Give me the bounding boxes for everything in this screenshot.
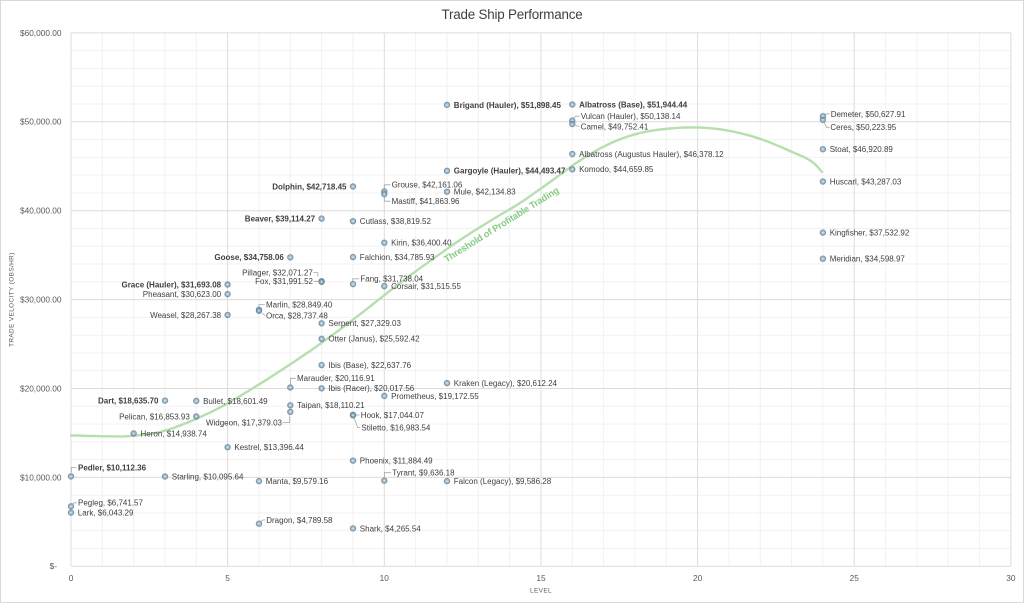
svg-text:Albatross (Augustus Hauler),: Albatross (Augustus Hauler), $46,378.12 [579, 150, 724, 159]
svg-text:15: 15 [536, 573, 546, 583]
svg-text:Lark, $6,043.29: Lark, $6,043.29 [78, 509, 134, 518]
svg-text:Komodo, $44,659.85: Komodo, $44,659.85 [579, 165, 654, 174]
svg-text:Ceres, $50,223.95: Ceres, $50,223.95 [830, 123, 896, 132]
svg-text:30: 30 [1006, 573, 1016, 583]
svg-text:Pillager, $32,071.27: Pillager, $32,071.27 [242, 269, 313, 278]
svg-text:Trade Ship Performance: Trade Ship Performance [442, 7, 583, 22]
svg-text:Weasel, $28,267.38: Weasel, $28,267.38 [150, 311, 222, 320]
svg-text:Hook, $17,044.07: Hook, $17,044.07 [361, 411, 425, 420]
svg-text:Beaver, $39,114.27: Beaver, $39,114.27 [245, 215, 316, 224]
svg-text:$60,000.00: $60,000.00 [20, 28, 62, 38]
svg-text:Heron, $14,938.74: Heron, $14,938.74 [141, 429, 208, 438]
svg-text:Huscarl, $43,287.03: Huscarl, $43,287.03 [830, 177, 902, 186]
svg-text:Fox, $31,991.52: Fox, $31,991.52 [255, 277, 313, 286]
svg-text:Pelican, $16,853.93: Pelican, $16,853.93 [119, 412, 190, 421]
svg-text:Starling, $10,095.64: Starling, $10,095.64 [172, 472, 244, 481]
svg-text:Dolphin, $42,718.45: Dolphin, $42,718.45 [272, 182, 347, 191]
svg-text:20: 20 [693, 573, 703, 583]
svg-text:5: 5 [225, 573, 230, 583]
svg-text:$30,000.00: $30,000.00 [20, 295, 62, 305]
svg-text:Bullet, $18,601.49: Bullet, $18,601.49 [203, 397, 268, 406]
svg-text:Albatross (Base), $51,944.44: Albatross (Base), $51,944.44 [579, 100, 688, 109]
svg-text:$20,000.00: $20,000.00 [20, 383, 62, 393]
svg-text:Camel, $49,752.41: Camel, $49,752.41 [581, 122, 649, 131]
svg-text:Otter (Janus), $25,592.42: Otter (Janus), $25,592.42 [328, 335, 420, 344]
svg-text:Gargoyle (Hauler), $44,493.47: Gargoyle (Hauler), $44,493.47 [454, 167, 566, 176]
svg-text:Fang, $31,738.04: Fang, $31,738.04 [360, 275, 423, 284]
svg-text:Manta, $9,579.16: Manta, $9,579.16 [266, 477, 329, 486]
svg-text:Widgeon, $17,379.03: Widgeon, $17,379.03 [206, 419, 283, 428]
svg-text:Demeter, $50,627.91: Demeter, $50,627.91 [831, 110, 906, 119]
svg-text:25: 25 [850, 573, 860, 583]
svg-text:Falchion, $34,785.93: Falchion, $34,785.93 [360, 253, 435, 262]
svg-text:Brigand (Hauler), $51,898.45: Brigand (Hauler), $51,898.45 [454, 101, 562, 110]
svg-text:Grace (Hauler), $31,693.08: Grace (Hauler), $31,693.08 [121, 280, 221, 289]
svg-text:Mule, $42,134.83: Mule, $42,134.83 [454, 188, 516, 197]
svg-text:Ibis (Racer), $20,017.56: Ibis (Racer), $20,017.56 [328, 384, 414, 393]
svg-text:Pedler, $10,112.36: Pedler, $10,112.36 [78, 463, 147, 472]
svg-text:Kestrel, $13,396.44: Kestrel, $13,396.44 [234, 443, 304, 452]
svg-text:Marauder, $20,116.91: Marauder, $20,116.91 [297, 374, 375, 383]
svg-text:Stoat, $46,920.89: Stoat, $46,920.89 [830, 145, 894, 154]
svg-text:Dart, $18,635.70: Dart, $18,635.70 [98, 397, 159, 406]
svg-text:Marlin, $28,849.40: Marlin, $28,849.40 [266, 301, 333, 310]
svg-text:Phoenix, $11,884.49: Phoenix, $11,884.49 [360, 457, 433, 466]
svg-text:Grouse, $42,161.06: Grouse, $42,161.06 [392, 181, 463, 190]
svg-text:Pegleg, $6,741.57: Pegleg, $6,741.57 [78, 499, 143, 508]
svg-text:Dragon, $4,789.58: Dragon, $4,789.58 [266, 516, 333, 525]
svg-text:Pheasant, $30,623.00: Pheasant, $30,623.00 [143, 290, 222, 299]
svg-text:Orca, $28,737.48: Orca, $28,737.48 [266, 312, 328, 321]
svg-text:Taipan, $18,110.21: Taipan, $18,110.21 [297, 401, 365, 410]
svg-text:Stiletto, $16,983.54: Stiletto, $16,983.54 [361, 424, 430, 433]
svg-text:Prometheus, $19,172.55: Prometheus, $19,172.55 [391, 392, 479, 401]
svg-text:Meridian, $34,598.97: Meridian, $34,598.97 [830, 255, 906, 264]
svg-text:Mastiff, $41,863.96: Mastiff, $41,863.96 [392, 197, 460, 206]
svg-text:Goose, $34,758.06: Goose, $34,758.06 [214, 253, 284, 262]
svg-text:10: 10 [380, 573, 390, 583]
svg-text:$10,000.00: $10,000.00 [20, 472, 62, 482]
svg-text:$50,000.00: $50,000.00 [20, 117, 62, 127]
svg-text:Kraken (Legacy), $20,612.24: Kraken (Legacy), $20,612.24 [454, 379, 558, 388]
svg-text:Corsair, $31,515.55: Corsair, $31,515.55 [391, 282, 461, 291]
svg-text:$-: $- [50, 561, 58, 571]
svg-text:Tyrant, $9,636.18: Tyrant, $9,636.18 [392, 469, 455, 478]
svg-text:TRADE VELOCITY (OBS/HR): TRADE VELOCITY (OBS/HR) [9, 252, 16, 347]
svg-text:$40,000.00: $40,000.00 [20, 206, 62, 216]
svg-text:Kingfisher, $37,532.92: Kingfisher, $37,532.92 [830, 229, 910, 238]
svg-text:Kirin, $36,400.40: Kirin, $36,400.40 [391, 239, 452, 248]
svg-text:Shark, $4,265.54: Shark, $4,265.54 [360, 524, 421, 533]
svg-text:Serpent, $27,329.03: Serpent, $27,329.03 [328, 319, 401, 328]
svg-text:Cutlass, $38,819.52: Cutlass, $38,819.52 [360, 217, 432, 226]
svg-text:0: 0 [69, 573, 74, 583]
svg-text:LEVEL: LEVEL [530, 588, 552, 595]
svg-text:Falcon (Legacy), $9,586.28: Falcon (Legacy), $9,586.28 [454, 477, 552, 486]
svg-text:Ibis (Base), $22,637.76: Ibis (Base), $22,637.76 [328, 361, 411, 370]
svg-text:Vulcan (Hauler), $50,138.14: Vulcan (Hauler), $50,138.14 [581, 112, 681, 121]
